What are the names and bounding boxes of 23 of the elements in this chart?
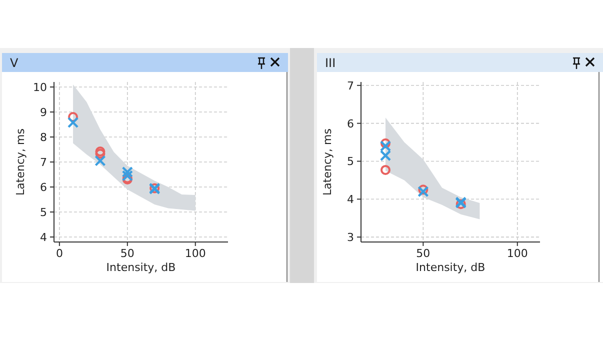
x-tick-label: 50 [120, 247, 134, 260]
y-tick-label: 8 [40, 131, 47, 144]
y-tick-label: 6 [347, 117, 354, 130]
y-tick-label: 3 [347, 231, 354, 244]
x-axis-title: Intensity, dB [416, 261, 486, 274]
chart-title: III [325, 56, 336, 70]
y-axis-title: Latency, ms [321, 128, 334, 196]
x-tick-label: 100 [184, 247, 206, 260]
x-axis-title: Intensity, dB [106, 261, 176, 274]
y-tick-label: 7 [347, 79, 354, 92]
y-tick-label: 10 [33, 81, 47, 94]
y-tick-label: 4 [347, 193, 354, 206]
y-tick-label: 4 [40, 231, 47, 244]
y-tick-label: 5 [347, 155, 354, 168]
chart-title: V [10, 56, 19, 70]
y-tick-label: 9 [40, 106, 47, 119]
y-tick-label: 6 [40, 181, 47, 194]
x-tick-label: 50 [416, 247, 430, 260]
x-tick-label: 0 [56, 247, 63, 260]
x-tick-label: 100 [506, 247, 528, 260]
y-tick-label: 7 [40, 156, 47, 169]
y-tick-label: 5 [40, 206, 47, 219]
y-axis-title: Latency, ms [14, 128, 27, 196]
